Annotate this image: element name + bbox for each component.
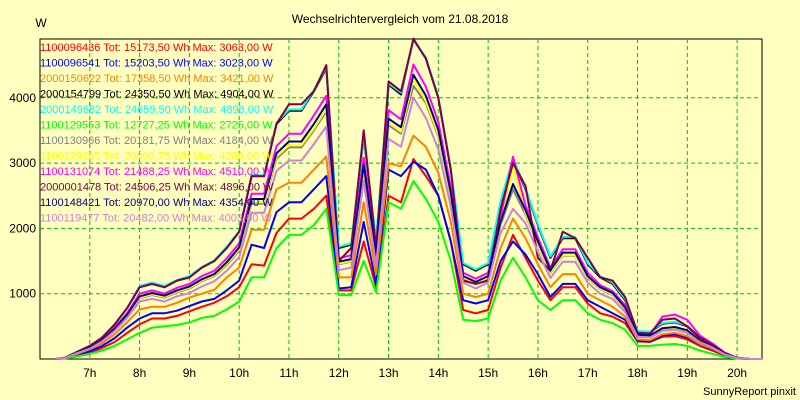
legend-entry-4: 2000154799 Tot: 24350,50 Wh Max: 4904,00… — [40, 89, 274, 101]
series-line-12 — [56, 96, 762, 360]
legend-entry-7: 1100130966 Tot: 20181,75 Wh Max: 4184,00… — [40, 135, 273, 147]
legend-entry-10: 2000001478 Tot: 24506,25 Wh Max: 4896,00… — [40, 182, 274, 194]
legend-entry-12: 1100119477 Tot: 20482,00 Wh Max: 4003,00… — [40, 213, 272, 225]
x-tick-label: 17h — [578, 366, 598, 380]
chart-title: Wechselrichtervergleich vom 21.08.2018 — [292, 12, 509, 26]
x-tick-label: 12h — [329, 366, 349, 380]
x-tick-label: 13h — [379, 366, 399, 380]
legend-entry-5: 2000149682 Tot: 24659,50 Wh Max: 4896,00… — [40, 104, 274, 116]
x-tick-label: 19h — [677, 366, 697, 380]
y-tick-label: 4000 — [9, 91, 36, 105]
y-tick-label: 3000 — [9, 156, 36, 170]
x-tick-label: 20h — [727, 366, 747, 380]
x-tick-label: 10h — [229, 366, 249, 380]
x-axis-ticks: 7h 8h 9h 10h 11h 12h 13h 14h 15h 16h 17h 18h 19h 20h — [83, 366, 747, 380]
y-tick-label: 1000 — [9, 287, 36, 301]
series-line-2 — [56, 160, 762, 360]
x-tick-label: 8h — [133, 366, 146, 380]
x-tick-label: 11h — [279, 366, 298, 380]
legend-entry-3: 2000150622 Tot: 17358,50 Wh Max: 3421,00… — [40, 73, 274, 85]
footer-label: SunnyReport pinxit — [703, 386, 796, 398]
plot-area: 7h 8h 9h 10h 11h 12h 13h 14h 15h 16h 17h 18h 19h 20h … — [9, 37, 763, 380]
x-tick-label: 14h — [428, 366, 448, 380]
legend-entry-2: 1100096541 Tot: 15203,50 Wh Max: 3023,00… — [40, 58, 273, 70]
legend: 1100096436 Tot: 15173,50 Wh Max: 3063,00… — [40, 42, 274, 225]
legend-entry-8: 1100129695 Tot: 20066,75 Wh Max: 4286,00… — [40, 151, 273, 163]
series-line-11 — [56, 73, 762, 360]
series-line-10 — [56, 38, 762, 360]
y-axis-label: W — [35, 16, 47, 30]
series-line-3 — [56, 134, 762, 360]
series-line-6 — [56, 180, 762, 360]
x-tick-label: 15h — [478, 366, 498, 380]
series-lines — [56, 37, 762, 360]
x-tick-label: 18h — [628, 366, 648, 380]
grid — [40, 39, 762, 359]
x-tick-label: 7h — [83, 366, 96, 380]
legend-entry-9: 1100131074 Tot: 21488,25 Wh Max: 4510,00… — [40, 166, 273, 178]
x-tick-label: 16h — [528, 366, 548, 380]
y-tick-label: 2000 — [9, 221, 36, 235]
legend-entry-6: 1100129553 Tot: 12727,25 Wh Max: 2725,00… — [40, 120, 273, 132]
legend-entry-11: 1100148421 Tot: 20970,00 Wh Max: 4354,00… — [40, 197, 273, 209]
y-axis-ticks: 1000 2000 3000 4000 — [9, 91, 36, 301]
x-tick-label: 9h — [183, 366, 196, 380]
legend-entry-1: 1100096436 Tot: 15173,50 Wh Max: 3063,00… — [40, 42, 273, 54]
